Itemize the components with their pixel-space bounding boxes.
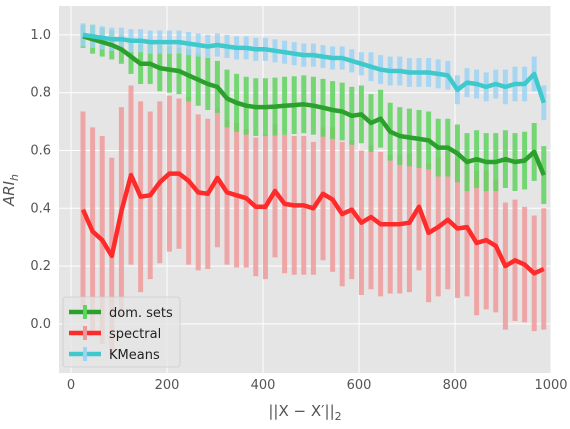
lines-layer	[80, 32, 546, 276]
x-tick-label: 200	[155, 378, 180, 393]
x-tick-label: 800	[443, 378, 468, 393]
x-axis-label: ||X − X′||2	[268, 402, 341, 423]
tick-labels-layer: 0 200 400 600 800 1000 0.0 0.2 0.4 0.6 0.8 1.0	[30, 28, 567, 393]
y-tick-label: 0.6	[30, 143, 51, 158]
x-tick-label: 0	[67, 378, 75, 393]
series-line-spectral	[80, 171, 545, 276]
y-tick-label: 0.8	[30, 86, 51, 101]
legend-label-dom-sets: dom. sets	[109, 306, 173, 321]
y-tick-label: 1.0	[30, 28, 51, 43]
legend-label-kmeans: KMeans	[109, 348, 160, 363]
legend-box	[62, 296, 181, 368]
y-tick-label: 0.2	[30, 259, 51, 274]
legend-label-spectral: spectral	[109, 327, 161, 342]
x-tick-label: 1000	[534, 378, 567, 393]
x-tick-label: 400	[251, 378, 276, 393]
series-line-dom-sets	[82, 34, 546, 176]
x-tick-label: 600	[347, 378, 372, 393]
y-tick-label: 0.0	[30, 317, 51, 332]
legend: dom. sets spectral KMeans	[62, 296, 181, 368]
y-axis-label: ARIh	[0, 174, 21, 207]
series-line-kmeans	[82, 32, 546, 104]
y-tick-label: 0.4	[30, 201, 51, 216]
